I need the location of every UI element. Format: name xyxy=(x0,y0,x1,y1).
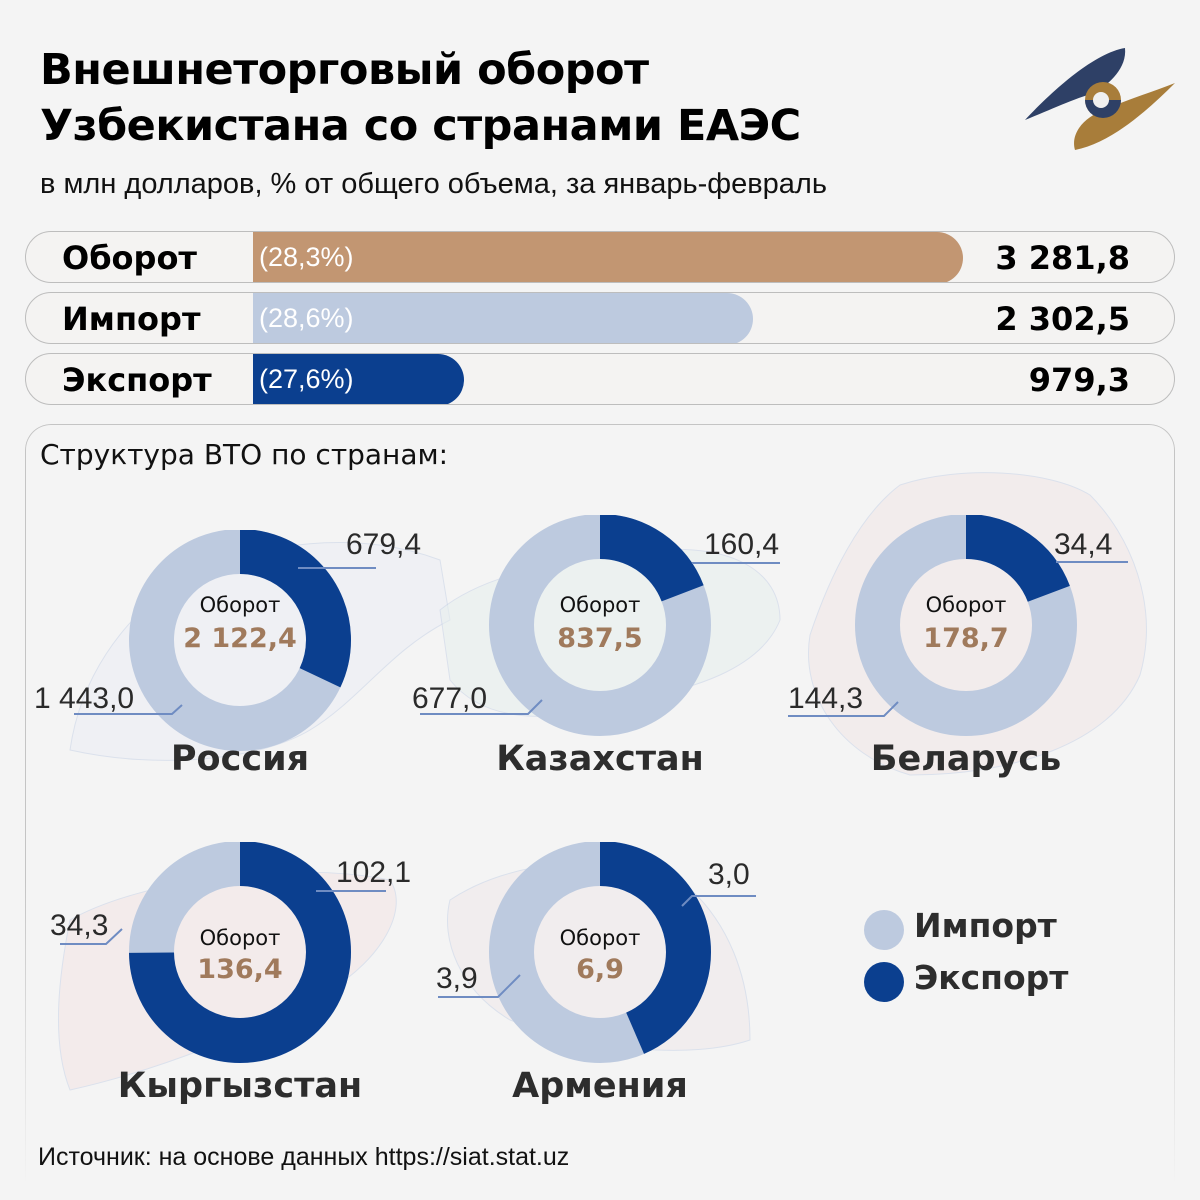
export-bar xyxy=(253,354,464,404)
donut-chart xyxy=(420,515,780,736)
row-percent: (27,6%) xyxy=(259,364,354,394)
row-label: Экспорт xyxy=(62,361,212,399)
export-value: 160,4 xyxy=(704,528,780,561)
export-value: 102,1 xyxy=(336,856,412,889)
import-bar xyxy=(253,293,753,343)
donut-kyrgyzstan: Оборот 136,4 102,1 34,3 Кыргызстан xyxy=(50,842,420,1172)
legend-import-label: Импорт xyxy=(914,906,1057,945)
subtitle: в млн долларов, % от общего объема, за я… xyxy=(40,168,827,200)
summary-row-export: Экспорт (27,6%) 979,3 xyxy=(25,353,1175,405)
donut-belarus: Оборот 178,7 34,4 144,3 Беларусь xyxy=(786,515,1146,845)
center-total: 136,4 xyxy=(197,954,283,985)
row-label: Оборот xyxy=(62,239,197,277)
center-label: Оборот xyxy=(199,926,281,950)
export-value: 3,0 xyxy=(708,858,750,891)
export-legend-dot-icon xyxy=(864,962,904,1002)
import-legend-dot-icon xyxy=(864,910,904,950)
donut-kazakhstan: Оборот 837,5 160,4 677,0 Казахстан xyxy=(412,515,780,845)
center-label: Оборот xyxy=(925,593,1007,617)
turnover-bar xyxy=(253,232,963,282)
summary-row-import: Импорт (28,6%) 2 302,5 xyxy=(25,292,1175,344)
donut-armenia: Оборот 6,9 3,0 3,9 Армения xyxy=(420,842,780,1172)
panel-title: Структура ВТО по странам: xyxy=(40,438,449,471)
center-total: 6,9 xyxy=(576,954,624,985)
eaeu-logo-icon xyxy=(1025,48,1175,150)
export-value: 34,4 xyxy=(1054,528,1113,561)
center-total: 837,5 xyxy=(557,623,643,654)
country-name: Казахстан xyxy=(496,739,704,779)
import-value: 1 443,0 xyxy=(34,682,135,715)
row-label: Импорт xyxy=(62,300,201,338)
row-percent: (28,6%) xyxy=(259,303,354,333)
country-name: Беларусь xyxy=(870,739,1062,779)
export-value: 679,4 xyxy=(346,528,422,561)
country-name: Армения xyxy=(512,1066,688,1106)
donut-chart xyxy=(438,842,756,1063)
countries-panel xyxy=(25,424,1175,1184)
donut-chart xyxy=(788,515,1128,736)
center-label: Оборот xyxy=(559,926,641,950)
country-name: Россия xyxy=(170,739,310,779)
row-value: 3 281,8 xyxy=(995,239,1130,277)
import-value: 34,3 xyxy=(50,909,109,942)
center-total: 2 122,4 xyxy=(183,623,297,654)
legend-export-label: Экспорт xyxy=(914,958,1069,997)
row-percent: (28,3%) xyxy=(259,242,354,272)
row-value: 979,3 xyxy=(1028,361,1130,399)
donut-chart xyxy=(74,530,376,751)
source-note: Источник: на основе данных https://siat.… xyxy=(38,1143,570,1171)
title-line-2: Узбекистана со странами ЕАЭС xyxy=(40,101,801,151)
center-label: Оборот xyxy=(199,593,281,617)
center-label: Оборот xyxy=(559,593,641,617)
page-title: Внешнеторговый оборот Узбекистана со стр… xyxy=(40,42,801,154)
donut-russia: Оборот 2 122,4 679,4 1 443,0 Россия xyxy=(34,528,422,860)
import-value: 144,3 xyxy=(788,682,864,715)
country-name: Кыргызстан xyxy=(117,1066,363,1106)
summary-row-turnover: Оборот (28,3%) 3 281,8 xyxy=(25,231,1175,283)
import-value: 677,0 xyxy=(412,682,488,715)
donut-chart xyxy=(60,842,386,1063)
title-line-1: Внешнеторговый оборот xyxy=(40,45,649,95)
row-value: 2 302,5 xyxy=(995,300,1130,338)
import-value: 3,9 xyxy=(436,962,478,995)
center-total: 178,7 xyxy=(923,623,1009,654)
